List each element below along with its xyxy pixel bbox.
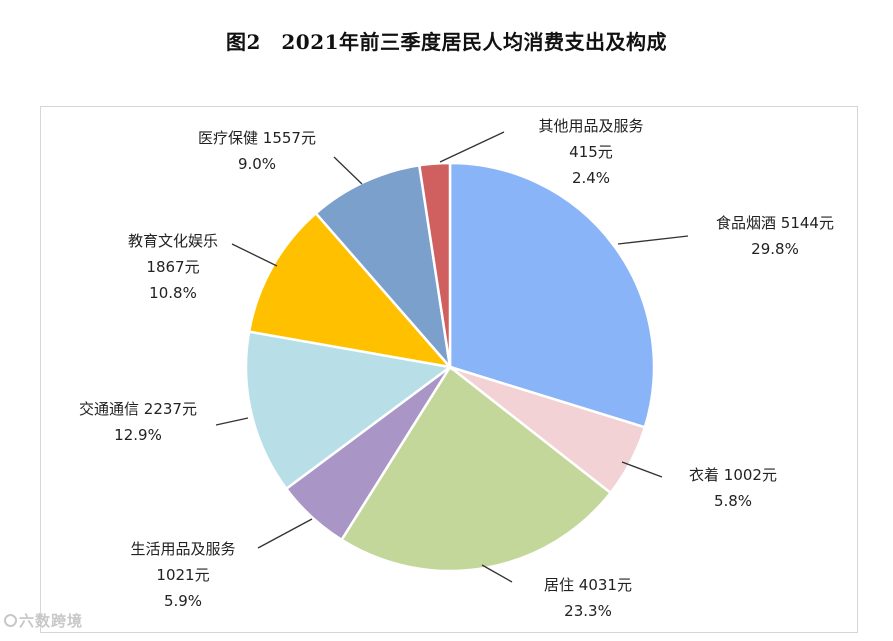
slice-percent-label: 5.9% (164, 592, 202, 610)
pie-slice (448, 161, 656, 429)
page-title: 图2 2021年前三季度居民人均消费支出及构成 (225, 30, 668, 54)
leader-line (215, 417, 249, 426)
leader-line (621, 461, 663, 478)
leader-line (481, 564, 513, 583)
pie-slice (339, 365, 613, 573)
watermark-text: 六数跨境 (19, 612, 84, 630)
slice-name-label: 1021元 (156, 566, 209, 584)
slice-percent-label: 2.4% (572, 169, 610, 187)
slice-percent-label: 10.8% (149, 284, 197, 302)
slice-name-label: 生活用品及服务 (130, 540, 235, 558)
pie-slice (247, 211, 454, 369)
slice-name-label: 1867元 (146, 258, 199, 276)
slice-name-label: 医疗保健 1557元 (198, 129, 316, 147)
slice-name-label: 食品烟酒 5144元 (716, 214, 834, 232)
leader-line (439, 131, 505, 163)
watermark-logo-icon (4, 614, 17, 627)
pie-slice (314, 163, 452, 372)
slice-percent-label: 5.8% (714, 492, 752, 510)
slice-name-label: 衣着 1002元 (689, 466, 777, 484)
slice-percent-label: 29.8% (751, 240, 799, 258)
slice-name-label: 教育文化娱乐 (128, 232, 218, 250)
slice-percent-label: 23.3% (564, 602, 612, 620)
leader-line (231, 243, 278, 267)
pie-slice (417, 161, 452, 368)
leader-line (333, 156, 363, 185)
slice-name-label: 交通通信 2237元 (79, 400, 197, 418)
slice-percent-label: 12.9% (114, 426, 162, 444)
slice-name-label: 415元 (569, 143, 613, 161)
leader-line (257, 518, 313, 549)
slice-name-label: 其他用品及服务 (538, 117, 643, 135)
chart-frame (40, 106, 858, 633)
slice-name-label: 居住 4031元 (544, 576, 632, 594)
leader-line (617, 235, 689, 245)
slice-percent-label: 9.0% (238, 155, 276, 173)
watermark: 六数跨境 (4, 610, 83, 631)
pie-slice (244, 330, 454, 491)
